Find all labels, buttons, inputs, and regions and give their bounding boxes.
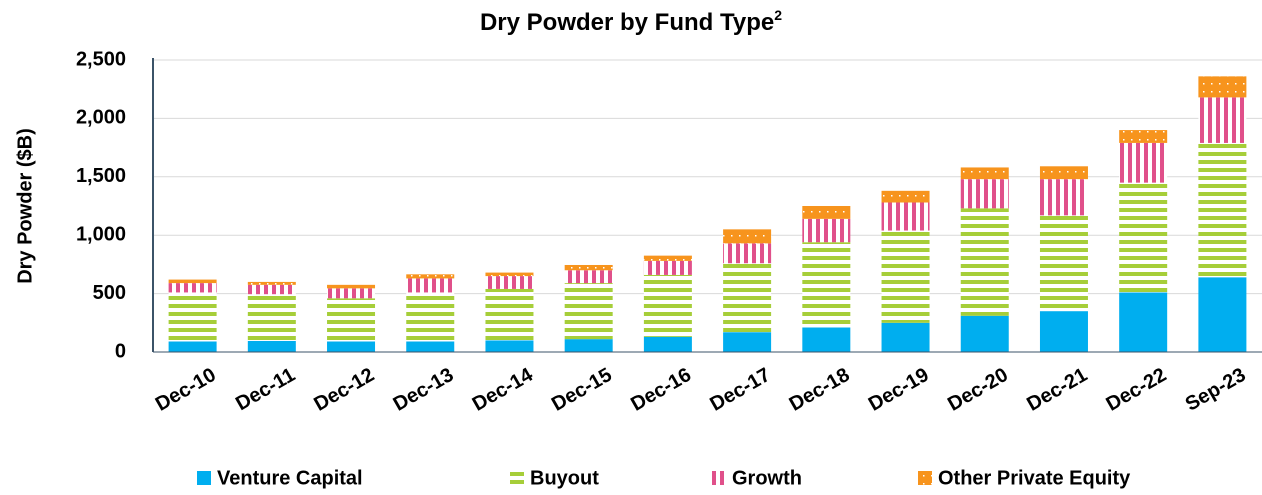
x-tick-label: Dec-18 xyxy=(786,364,854,416)
bar-segment xyxy=(643,260,692,275)
bar-segment xyxy=(485,288,534,341)
bar-segment xyxy=(960,315,1009,352)
bar-segment xyxy=(802,242,851,328)
bar-segment xyxy=(723,332,772,352)
bar-segment xyxy=(723,229,772,244)
bar-segment xyxy=(1198,76,1247,98)
bar-segment xyxy=(802,206,851,219)
bar-segment xyxy=(406,278,455,293)
bar-segment xyxy=(1039,311,1088,352)
x-tick-label: Sep-23 xyxy=(1182,364,1250,416)
x-tick-label: Dec-17 xyxy=(706,364,774,416)
bar-segment xyxy=(564,264,613,271)
bar-segment xyxy=(881,322,930,352)
bar-segment xyxy=(247,284,296,295)
title-text: Dry Powder by Fund Type xyxy=(480,9,774,36)
bar-segment xyxy=(564,283,613,340)
bar-segment xyxy=(960,179,1009,209)
bar-segment xyxy=(643,255,692,261)
legend-swatch xyxy=(197,471,211,485)
bar-segment xyxy=(881,230,930,323)
x-tick-label: Dec-16 xyxy=(627,364,695,416)
x-tick-label: Dec-22 xyxy=(1102,364,1170,416)
bar-segment xyxy=(168,292,217,342)
y-tick-label: 0 xyxy=(115,340,126,362)
x-tick-label: Dec-12 xyxy=(310,364,378,416)
x-tick-label: Dec-13 xyxy=(390,364,458,416)
bar-segment xyxy=(723,243,772,264)
y-tick-label: 1,000 xyxy=(76,223,126,245)
bar-segment xyxy=(1119,182,1168,293)
x-tick-label: Dec-19 xyxy=(865,364,933,416)
bar-segment xyxy=(247,294,296,341)
x-tick-label: Dec-21 xyxy=(1023,364,1091,416)
bar-segment xyxy=(406,292,455,342)
bar-segment xyxy=(881,202,930,231)
y-tick-label: 2,000 xyxy=(76,107,126,129)
bar-segment xyxy=(485,276,534,289)
bar-segment xyxy=(327,298,376,342)
legend-swatch xyxy=(918,471,932,485)
x-tick-label: Dec-20 xyxy=(944,364,1012,416)
bar-segment xyxy=(881,190,930,203)
bar-segment xyxy=(802,327,851,352)
bar-segment xyxy=(1198,142,1247,278)
legend-swatch xyxy=(510,471,524,485)
bar-segment xyxy=(1119,130,1168,143)
legend-swatch xyxy=(712,471,726,485)
bar-segment xyxy=(247,340,296,352)
bar-segment xyxy=(1039,166,1088,180)
legend-label: Other Private Equity xyxy=(938,467,1131,489)
bar-segment xyxy=(643,274,692,337)
bar-segment xyxy=(643,336,692,352)
bar-segment xyxy=(168,283,217,293)
bar-segment xyxy=(485,340,534,352)
bar-segment xyxy=(960,208,1009,316)
y-axis-label: Dry Powder ($B) xyxy=(14,128,36,284)
bar-segment xyxy=(327,284,376,289)
legend-label: Venture Capital xyxy=(217,467,363,489)
bar-segment xyxy=(327,341,376,352)
x-tick-label: Dec-14 xyxy=(469,363,538,415)
bar-segment xyxy=(723,263,772,333)
legend-label: Growth xyxy=(732,467,802,489)
bar-segment xyxy=(1198,277,1247,352)
x-tick-label: Dec-11 xyxy=(232,364,299,415)
y-tick-label: 500 xyxy=(93,282,126,304)
bar-segment xyxy=(1119,142,1168,183)
bar-segment xyxy=(1198,97,1247,143)
y-tick-label: 2,500 xyxy=(76,48,126,70)
bar-segment xyxy=(1039,179,1088,216)
bar-segment xyxy=(1119,292,1168,352)
bar-segment xyxy=(564,270,613,284)
x-tick-label: Dec-10 xyxy=(152,364,220,416)
bar-segment xyxy=(960,167,1009,180)
bar-segment xyxy=(406,341,455,352)
legend-label: Buyout xyxy=(530,467,599,489)
bar-segment xyxy=(564,339,613,352)
bar-segment xyxy=(327,288,376,299)
bar-segment xyxy=(406,274,455,279)
title-superscript: 2 xyxy=(774,7,782,23)
x-tick-label: Dec-15 xyxy=(548,364,616,416)
bar-segment xyxy=(485,272,534,277)
bar-segment xyxy=(168,279,217,284)
y-tick-label: 1,500 xyxy=(76,165,126,187)
bar-segment xyxy=(1039,215,1088,312)
chart-title: Dry Powder by Fund Type2 xyxy=(480,7,782,37)
bar-segment xyxy=(247,281,296,285)
bar-segment xyxy=(802,218,851,243)
bar-segment xyxy=(168,341,217,352)
